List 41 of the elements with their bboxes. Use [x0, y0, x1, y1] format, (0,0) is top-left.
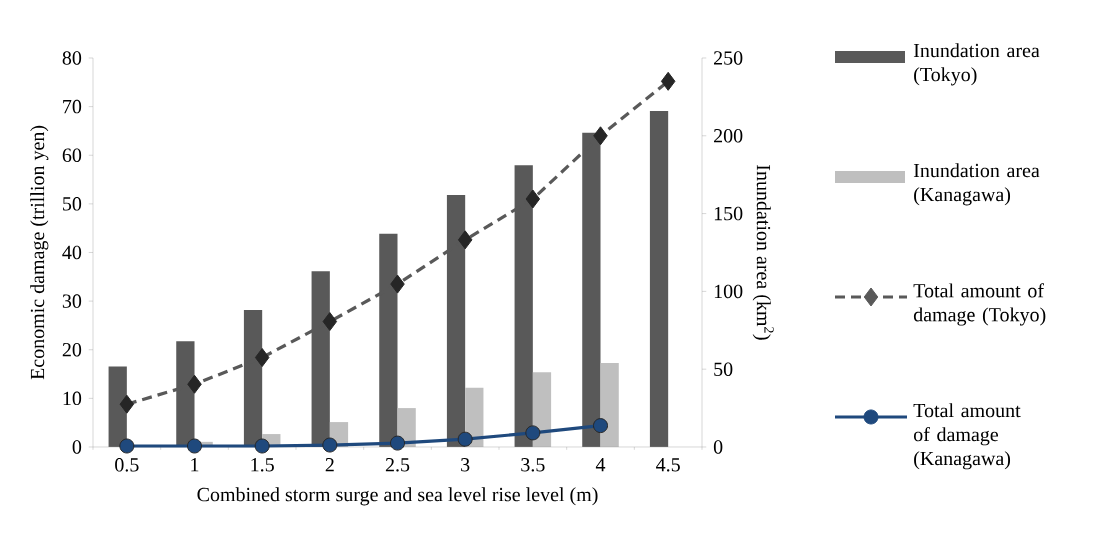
legend-label: Inundation area (Tokyo)	[913, 43, 1040, 86]
x-tick-label: 2	[325, 458, 334, 472]
y-tick-label: 50	[63, 197, 82, 211]
y2-tick-label: 150	[714, 206, 743, 221]
point	[593, 418, 609, 434]
x-axis-title: Combined storm surge and sea level rise level (m)	[197, 487, 598, 506]
y-tick-label: 80	[62, 51, 82, 65]
x-tick-label: 3	[461, 458, 470, 472]
point	[525, 425, 541, 441]
y-tick-label: 70	[63, 99, 82, 114]
legend-label: Inundation area (Kanagawa)	[913, 163, 1040, 206]
y-axis-title: Economic damage (trillion yen)	[30, 125, 49, 380]
y2-tick-label: 50	[714, 362, 733, 376]
y2-tick-label: 0	[713, 440, 723, 454]
point	[390, 435, 406, 451]
legend-label: Total amount of damage (Tokyo)	[913, 283, 1046, 326]
y2-tick-label: 200	[714, 129, 743, 143]
point	[187, 438, 203, 454]
y-tick-label: 40	[62, 245, 82, 260]
x-tick-label: 1	[191, 458, 199, 472]
y-tick-label: 0	[72, 440, 82, 454]
y2-axis-title: Inundation area (km$^{2}$)	[752, 165, 774, 340]
bar	[600, 362, 619, 447]
x-tick-label: 0.5	[115, 458, 139, 472]
point	[457, 431, 473, 447]
x-tick-label: 4.5	[656, 458, 680, 472]
point	[119, 438, 135, 454]
y-tick-label: 30	[62, 294, 82, 308]
y-tick-label: 10	[63, 391, 82, 406]
y2-tick-label: 100	[714, 284, 743, 299]
point	[322, 437, 338, 453]
x-tick-label: 4	[595, 458, 606, 472]
y-tick-label: 20	[62, 342, 82, 357]
bar	[649, 110, 669, 447]
point	[254, 438, 270, 454]
legend-label: Total amount of damage (Kanagawa)	[913, 403, 1021, 470]
y-tick-label: 60	[62, 148, 82, 162]
x-tick-label: 3.5	[521, 458, 545, 472]
x-tick-label: 2.5	[385, 458, 410, 472]
x-tick-label: 1.5	[251, 458, 274, 472]
y2-tick-label: 250	[714, 51, 743, 65]
